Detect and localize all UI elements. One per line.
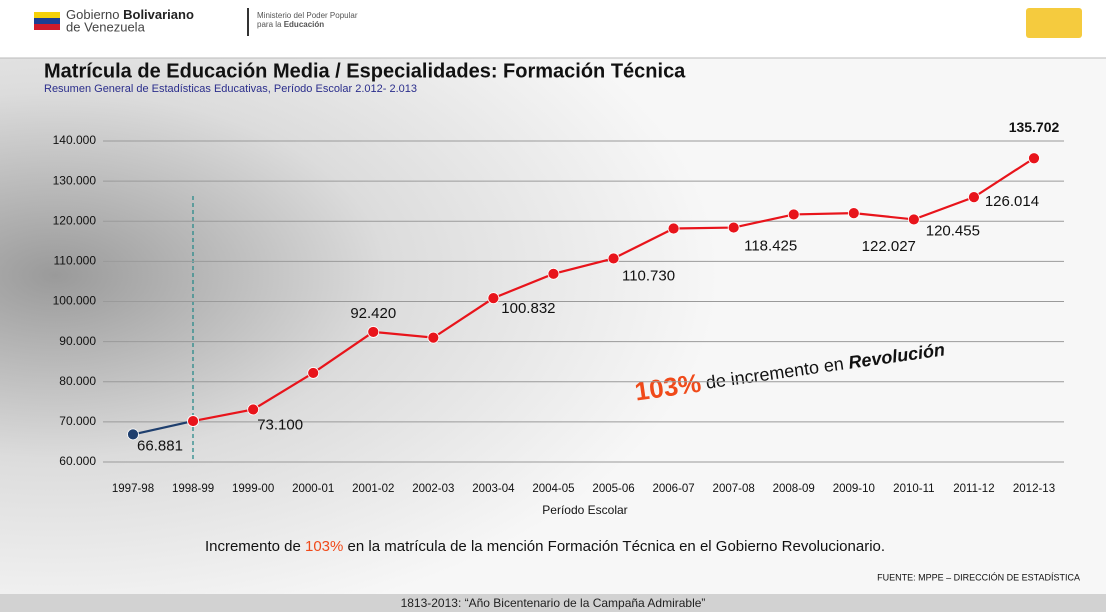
statement-after: en la matrícula de la mención Formación … xyxy=(348,538,886,555)
header-band xyxy=(0,0,1106,58)
source: FUENTE: MPPE – DIRECCIÓN DE ESTADÍSTICA xyxy=(877,572,1080,582)
x-tick-label: 1998-99 xyxy=(172,483,214,495)
ministry-b-line: para la Educación xyxy=(257,20,324,29)
x-tick-label: 2001-02 xyxy=(352,483,394,495)
value-label: 110.730 xyxy=(622,267,675,284)
x-tick-label: 2004-05 xyxy=(532,483,574,495)
y-tick-label: 60.000 xyxy=(59,454,96,468)
point xyxy=(667,222,680,235)
ministry-a: Ministerio del Poder Popular xyxy=(257,11,358,20)
y-tick-label: 120.000 xyxy=(53,213,97,227)
x-tick-label: 2008-09 xyxy=(773,483,815,495)
y-tick-label: 130.000 xyxy=(53,173,97,187)
series-line xyxy=(132,419,194,436)
point xyxy=(307,367,320,379)
x-tick-label: 2002-03 xyxy=(412,483,454,495)
point xyxy=(607,252,620,265)
x-tick-label: 1997-98 xyxy=(112,483,154,495)
value-label: 118.425 xyxy=(744,238,797,255)
x-tick-label: 2007-08 xyxy=(713,483,755,495)
y-tick-label: 90.000 xyxy=(59,334,96,348)
value-label: 126.014 xyxy=(985,193,1039,210)
value-label: 100.832 xyxy=(501,300,555,317)
value-label: 122.027 xyxy=(862,238,916,255)
y-tick-label: 110.000 xyxy=(54,254,97,268)
statement: Incremento de 103% en la matrícula de la… xyxy=(205,538,885,555)
ministry-b: para la xyxy=(257,20,282,29)
point xyxy=(727,221,740,234)
x-tick-label: 2000-01 xyxy=(292,483,334,495)
point xyxy=(187,415,199,427)
point xyxy=(907,213,920,226)
y-tick-label: 140.000 xyxy=(53,133,97,147)
chart-subtitle: Resumen General de Estadísticas Educativ… xyxy=(44,83,417,95)
x-tick-label: 1999-00 xyxy=(232,483,274,495)
plot: 60.000 70.000 80.000 90.000 100.000 110.000 12… xyxy=(53,119,1064,495)
point xyxy=(787,208,800,221)
point xyxy=(847,207,860,220)
x-tick-label: 2012-13 xyxy=(1013,483,1055,495)
statement-highlight: 103% xyxy=(305,538,343,555)
motto: 1813-2013: “Año Bicentenario de la Campa… xyxy=(401,596,706,610)
ministry-c: Educación xyxy=(284,20,325,29)
value-label: 66.881 xyxy=(137,437,183,454)
chart-title: Matrícula de Educación Media / Especiali… xyxy=(44,60,686,82)
point xyxy=(367,326,380,338)
x-tick-label: 2009-10 xyxy=(833,483,875,495)
logo xyxy=(1026,8,1082,38)
value-label: 135.702 xyxy=(1009,119,1060,135)
value-label: 120.455 xyxy=(926,222,980,239)
y-tick-label: 80.000 xyxy=(59,374,96,388)
flag-yellow xyxy=(34,12,60,18)
value-label: 92.420 xyxy=(350,305,396,322)
flag-blue xyxy=(34,18,60,24)
y-tick-label: 100.000 xyxy=(53,294,97,308)
point xyxy=(487,292,500,305)
y-tick-label: 70.000 xyxy=(59,414,96,428)
x-tick-label: 2011-12 xyxy=(953,483,994,495)
x-axis-title: Período Escolar xyxy=(542,503,627,517)
point xyxy=(1028,152,1040,165)
gov-name: Gobierno Bolivariano xyxy=(66,7,194,22)
point xyxy=(247,403,260,416)
point xyxy=(127,428,139,441)
point xyxy=(547,267,560,280)
statement-before: Incremento de xyxy=(205,538,301,555)
flag-red xyxy=(34,24,60,30)
gov-b: Bolivariano xyxy=(123,7,194,22)
x-tick-label: 2010-11 xyxy=(893,483,934,495)
x-tick-label: 2006-07 xyxy=(652,483,694,495)
footer-band xyxy=(0,594,1106,612)
value-label: 73.100 xyxy=(257,416,303,433)
gov-c: de Venezuela xyxy=(66,19,146,34)
gov-a: Gobierno xyxy=(66,7,119,22)
x-tick-label: 2005-06 xyxy=(592,483,634,495)
point xyxy=(968,191,980,204)
point xyxy=(427,331,440,344)
x-tick-label: 2003-04 xyxy=(472,483,515,495)
